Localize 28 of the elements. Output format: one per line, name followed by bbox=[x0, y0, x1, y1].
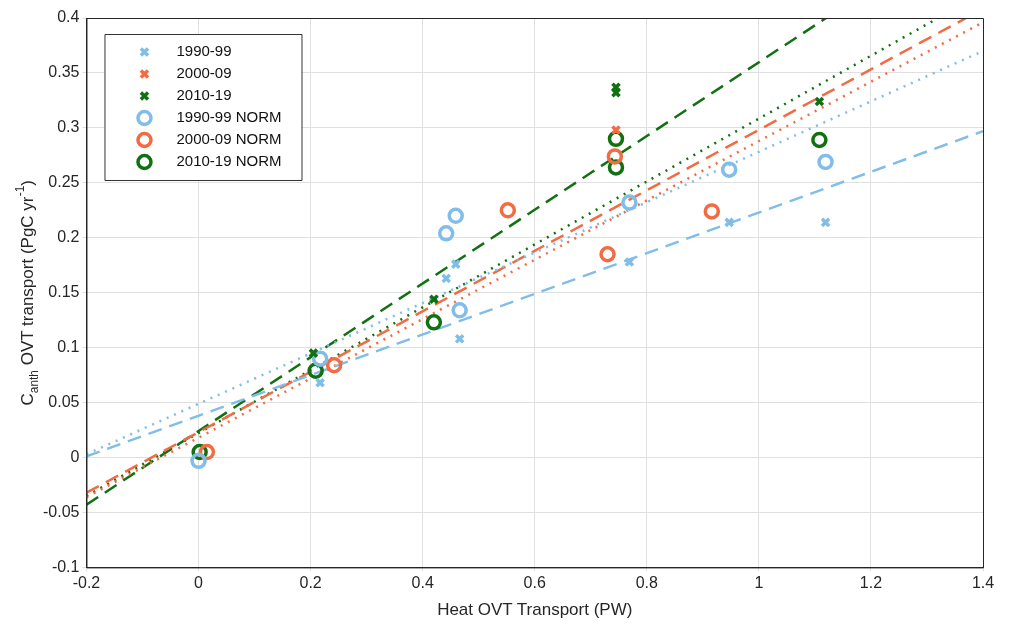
x-tick-label: 1 bbox=[754, 574, 764, 592]
x-tick-label: 0.8 bbox=[635, 574, 659, 592]
y-tick-label: 0 bbox=[70, 447, 80, 465]
y-tick-label: 0.4 bbox=[57, 8, 80, 26]
x-axis-title: Heat OVT Transport (PW) bbox=[437, 600, 633, 620]
y-tick-label: 0.05 bbox=[48, 392, 80, 410]
y-axis-title: Canth OVT transport (PgC yr-1) bbox=[13, 179, 42, 406]
x-tick-label: 0 bbox=[194, 574, 204, 592]
x-tick-label: 1.4 bbox=[971, 574, 995, 592]
x-tick-label: -0.2 bbox=[72, 574, 101, 592]
y-tick-label: 0.2 bbox=[57, 228, 80, 246]
y-tick-label: -0.05 bbox=[43, 502, 80, 520]
y-tick-label: 0.15 bbox=[48, 283, 80, 301]
y-tick-label: -0.1 bbox=[51, 557, 80, 575]
legend-label: 2000-09 bbox=[176, 64, 232, 82]
x-tick-label: 0.6 bbox=[523, 574, 546, 592]
y-tick-label: 0.3 bbox=[57, 118, 80, 136]
y-tick-label: 0.35 bbox=[48, 63, 80, 81]
legend-label: 2010-19 bbox=[176, 86, 232, 104]
legend-label: 2010-19 NORM bbox=[176, 152, 282, 170]
x-tick-label: 1.2 bbox=[859, 574, 883, 592]
x-tick-label: 0.4 bbox=[411, 574, 434, 592]
legend-label: 1990-99 bbox=[176, 42, 232, 60]
y-tick-label: 0.25 bbox=[48, 173, 80, 191]
x-tick-label: 0.2 bbox=[299, 574, 322, 592]
legend-label: 2000-09 NORM bbox=[176, 130, 282, 148]
y-tick-label: 0.1 bbox=[57, 338, 80, 356]
legend-label: 1990-99 NORM bbox=[176, 108, 282, 126]
